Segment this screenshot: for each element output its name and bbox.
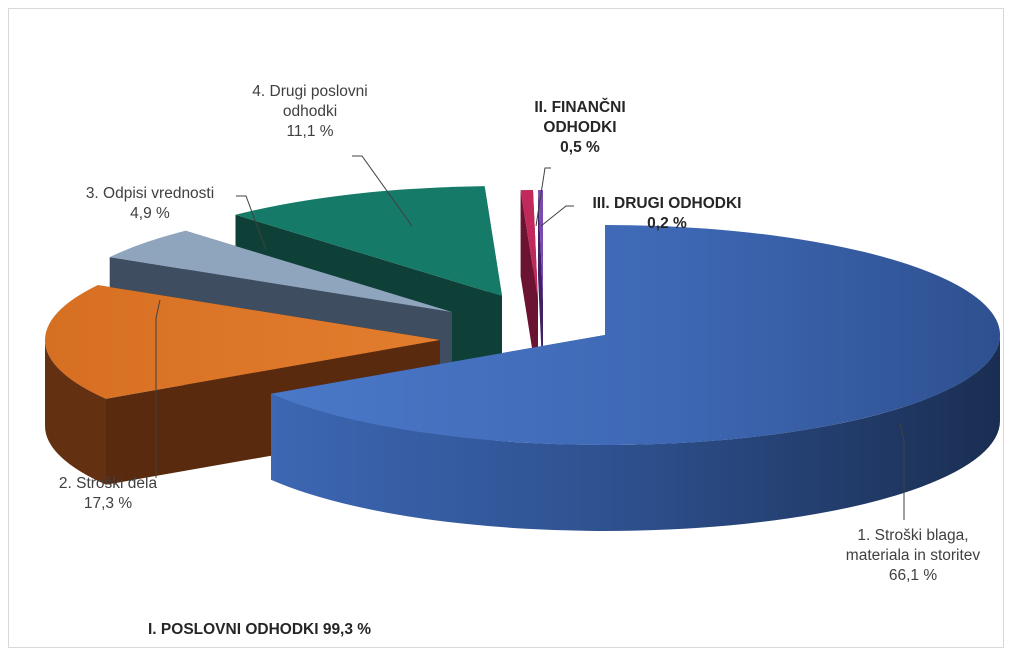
label-slice-1: 1. Stroški blaga, materiala in storitev … xyxy=(845,527,981,584)
label-slice-3: 3. Odpisi vrednosti 4,9 % xyxy=(85,185,215,222)
leader-line-5 xyxy=(535,167,551,227)
group-label: I. POSLOVNI ODHODKI 99,3 % xyxy=(148,621,372,638)
pie-slice-5 xyxy=(520,190,538,386)
leader-line-6 xyxy=(540,205,574,227)
pie-slice-1 xyxy=(271,225,1001,531)
pie-slice-6 xyxy=(538,189,543,386)
label-slice-5: II. FINANČNI ODHODKI 0,5 % xyxy=(534,99,626,156)
label-slice-4: 4. Drugi poslovni odhodki 11,1 % xyxy=(252,83,368,140)
leader-line-4 xyxy=(352,155,413,227)
leader-line-1 xyxy=(899,423,905,520)
leader-line-3 xyxy=(236,195,267,251)
label-slice-2: 2. Stroški dela 17,3 % xyxy=(58,475,158,512)
leader-line-2 xyxy=(155,299,161,478)
label-slice-6: III. DRUGI ODHODKI 0,2 % xyxy=(592,195,742,232)
